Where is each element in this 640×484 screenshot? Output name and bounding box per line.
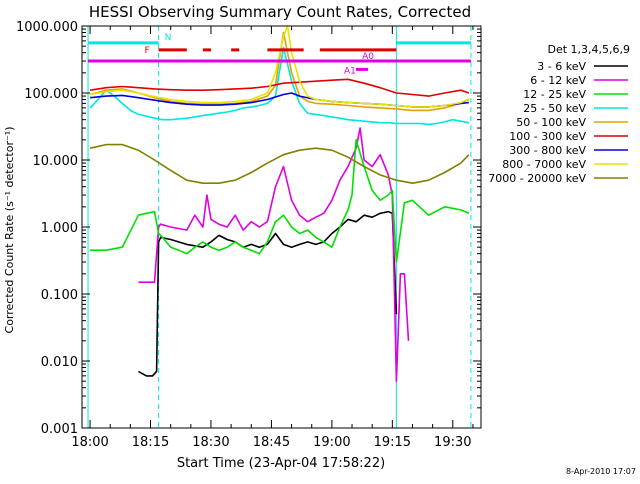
x-tick-label: 19:15 (374, 435, 411, 450)
axes-layer: 0.001 0.010 0.100 1.000 10.000 100.000 1000.00… (16, 20, 482, 450)
series-line-3 (89, 46, 470, 126)
x-tick-label: 18:30 (192, 435, 229, 450)
chart-title: HESSI Observing Summary Count Rates, Cor… (89, 3, 471, 21)
legend-label-5: 100 - 300 keV (509, 130, 586, 143)
legend-label-8: 7000 - 20000 keV (488, 172, 586, 185)
y-tick-label: 1000.000 (16, 20, 78, 35)
series-line-1 (138, 127, 410, 383)
series-line-8 (89, 143, 470, 184)
series-layer (89, 25, 470, 383)
legend-label-6: 300 - 800 keV (509, 144, 586, 157)
y-tick-label: 0.100 (41, 288, 78, 303)
x-tick-label: 19:30 (434, 435, 471, 450)
series-line-2 (90, 139, 470, 263)
legend-label-4: 50 - 100 keV (516, 116, 586, 129)
x-tick-label: 18:45 (253, 435, 290, 450)
series-line-0 (138, 210, 398, 377)
legend-title: Det 1,3,4,5,6,9 (547, 43, 630, 56)
flag-label-attenuator-a0: A0 (362, 52, 374, 62)
flag-label-attenuator-a1: A1 (344, 66, 356, 76)
x-tick-label: 18:15 (132, 435, 169, 450)
flag-label-flare: F (144, 46, 149, 56)
y-tick-label: 1.000 (41, 221, 78, 236)
series-line-4 (89, 31, 470, 112)
x-axis-label: Start Time (23-Apr-04 17:58:22) (177, 456, 385, 471)
y-axis-label: Corrected Count Rate (s⁻¹ detector⁻¹) (3, 127, 16, 334)
y-tick-label: 0.010 (41, 355, 78, 370)
y-tick-label: 10.000 (33, 154, 79, 169)
series-line-5 (89, 78, 470, 97)
legend-label-0: 3 - 6 keV (537, 60, 586, 73)
y-tick-label: 100.000 (24, 87, 78, 102)
legend-label-7: 800 - 7000 keV (502, 158, 586, 171)
legend-label-3: 25 - 50 keV (523, 102, 586, 115)
flags-layer: N F A0 A1 (88, 33, 471, 76)
y-tick-label: 0.001 (41, 422, 78, 437)
footer-date: 8-Apr-2010 17:07 (566, 467, 636, 476)
x-tick-label: 19:00 (313, 435, 350, 450)
legend-label-1: 6 - 12 keV (530, 74, 586, 87)
x-tick-label: 18:00 (71, 435, 108, 450)
legend-label-2: 12 - 25 keV (523, 88, 586, 101)
flag-label-night: N (165, 33, 172, 43)
